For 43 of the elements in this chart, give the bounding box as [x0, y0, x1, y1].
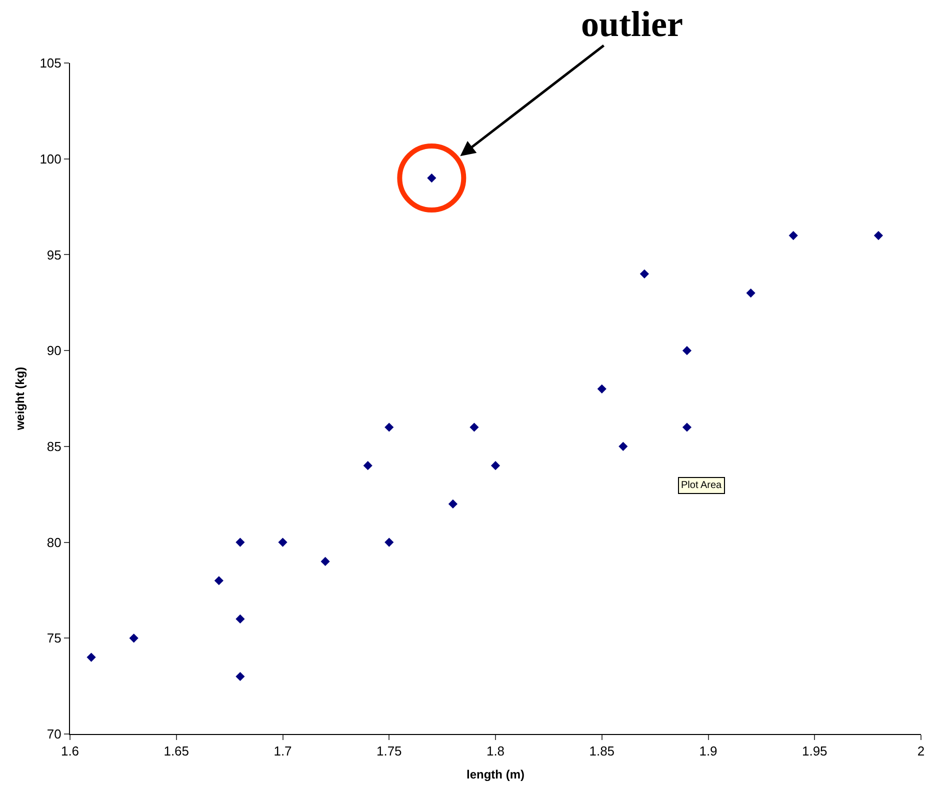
- point: [640, 269, 649, 278]
- y-tick-label: 85: [46, 438, 62, 454]
- x-tick-label: 1.95: [802, 744, 828, 759]
- x-tick-label: 1.6: [60, 744, 80, 759]
- annotation: Plot Area: [681, 480, 722, 491]
- x-tick-label: 1.9: [699, 744, 718, 759]
- y-tick-label: 100: [40, 151, 62, 166]
- x-tick-label: 1.75: [376, 744, 402, 759]
- point: [278, 538, 288, 547]
- x-tick-label: 1.8: [486, 744, 505, 759]
- point: [236, 614, 245, 624]
- point: [236, 538, 245, 547]
- point: [320, 556, 330, 566]
- y-tick-label: 70: [46, 726, 62, 742]
- point: [618, 442, 628, 451]
- y-tick-label: 80: [46, 534, 62, 550]
- point: [448, 499, 458, 508]
- y-axis-title: weight (kg): [12, 366, 27, 432]
- point: [384, 538, 394, 547]
- x-tick-label: 1.85: [589, 744, 615, 759]
- point: [746, 288, 756, 298]
- y-tick-label: 95: [46, 247, 62, 262]
- point: [682, 346, 692, 356]
- point: [129, 634, 138, 643]
- x-tick-label: 1.7: [274, 744, 292, 759]
- point: [214, 576, 224, 586]
- point: [236, 672, 245, 682]
- point: [788, 230, 798, 240]
- point: [470, 422, 479, 432]
- y-tick-label: 90: [46, 343, 62, 358]
- x-tick-label: 2: [917, 744, 925, 759]
- y-tick-label: 105: [40, 56, 62, 71]
- point: [597, 384, 606, 394]
- point: [384, 422, 394, 432]
- point: [682, 422, 692, 432]
- point: [363, 461, 372, 470]
- point: [874, 230, 883, 240]
- point: [86, 652, 96, 662]
- point: [490, 461, 500, 470]
- x-axis-title: length (m): [466, 768, 524, 782]
- x-tick-label: 1.65: [164, 744, 190, 759]
- y-tick-label: 75: [46, 630, 62, 646]
- annotation: outlier: [581, 4, 683, 44]
